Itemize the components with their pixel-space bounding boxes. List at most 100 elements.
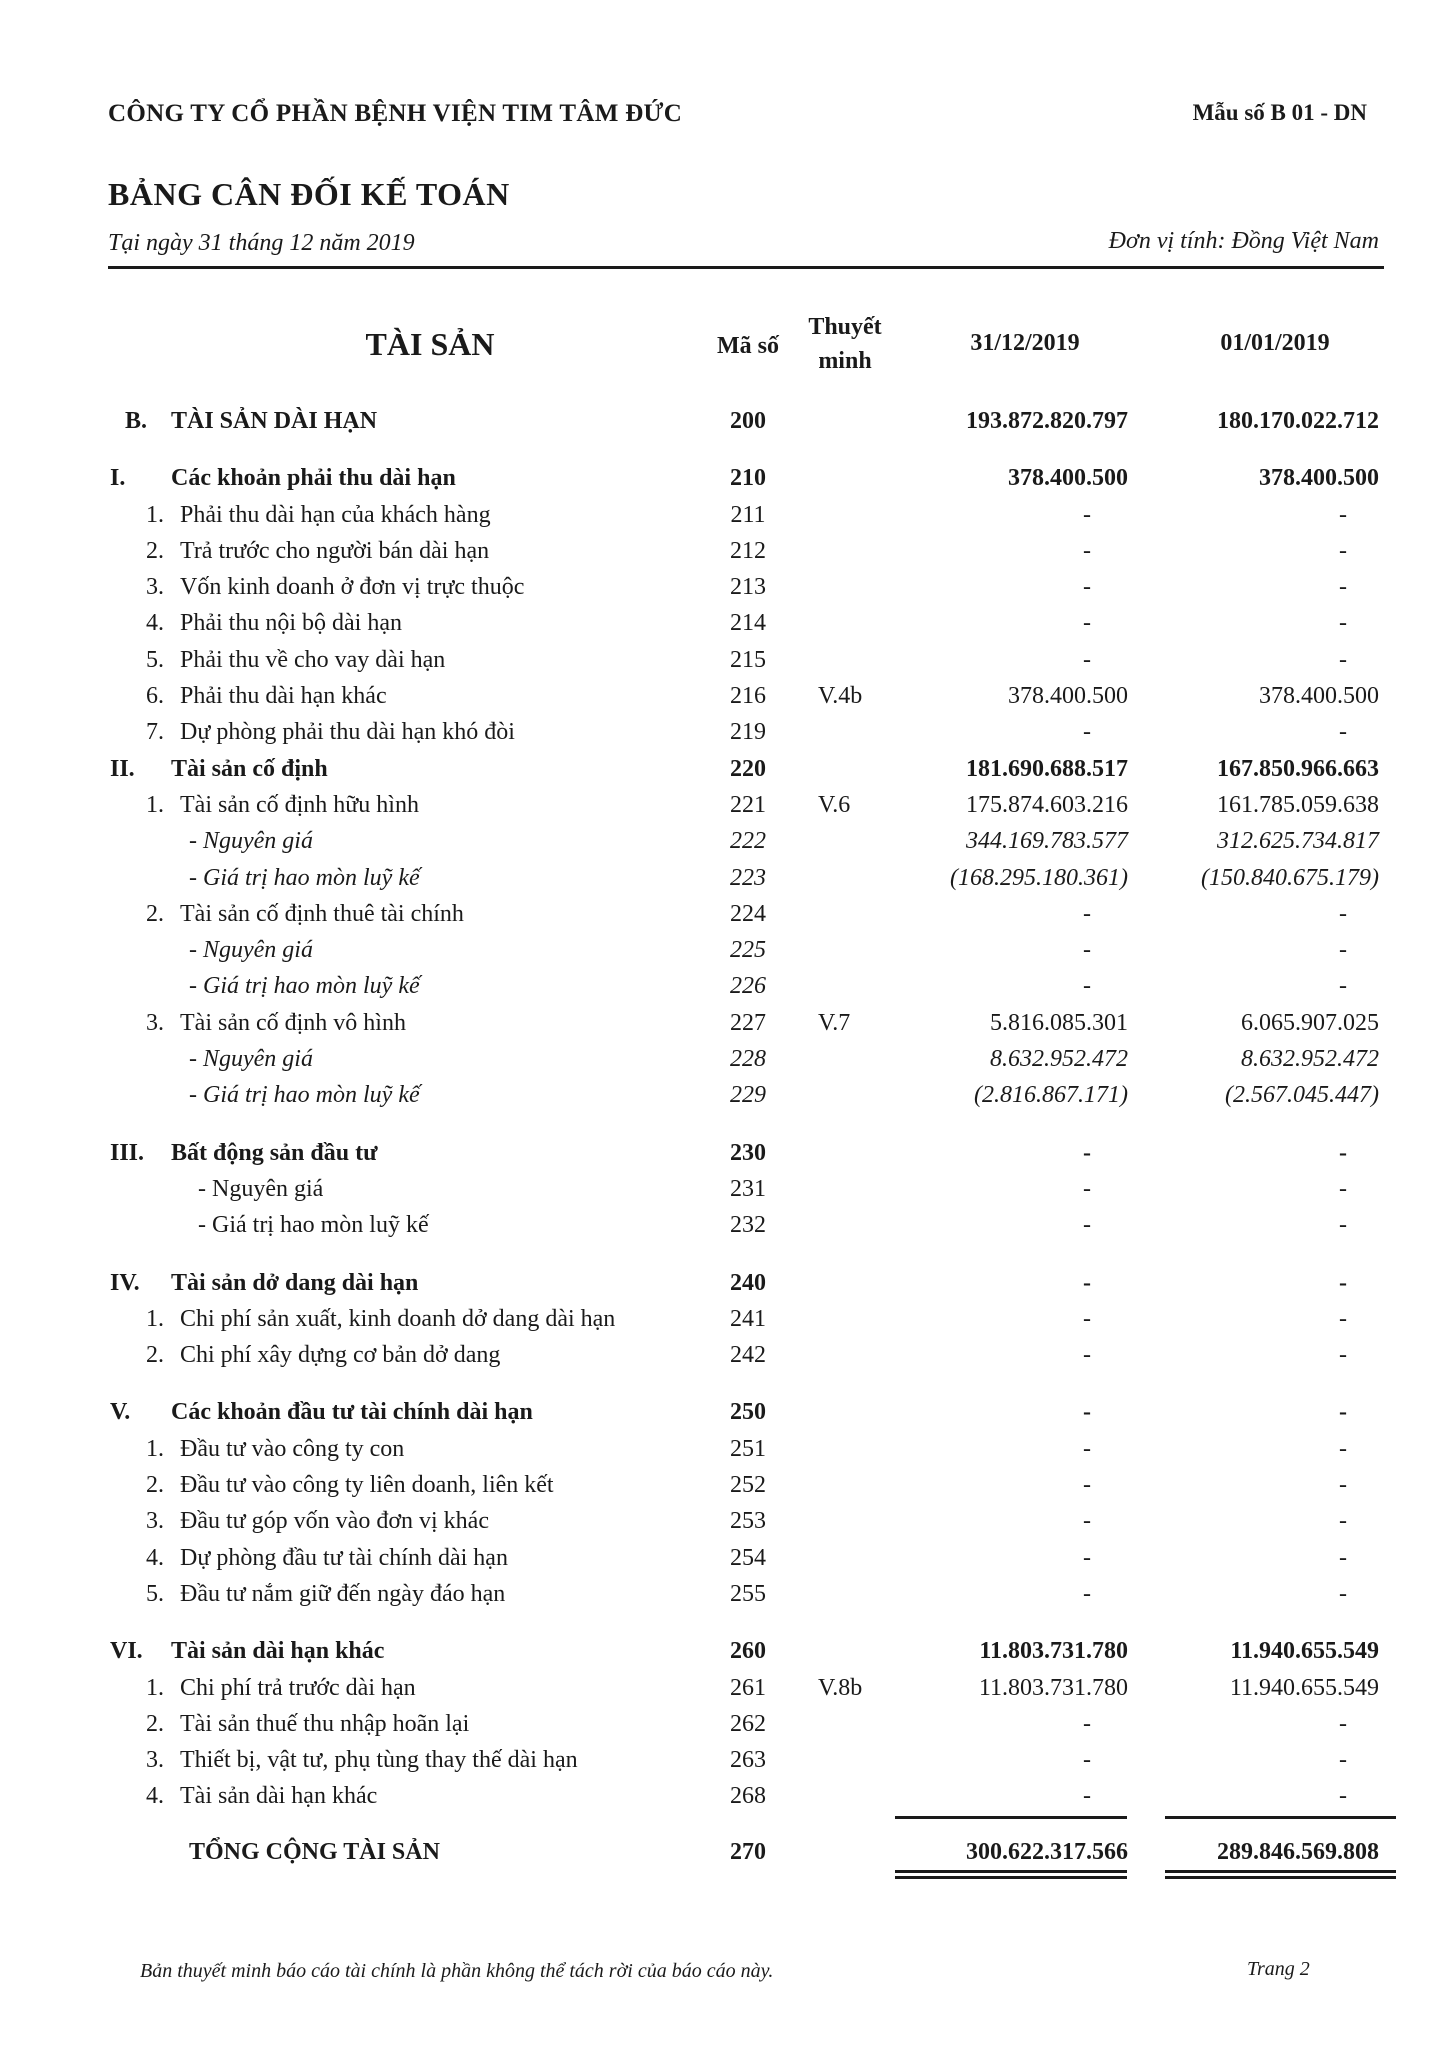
row-number: 7. <box>146 719 164 746</box>
column-header-note: Thuyết minh <box>808 314 882 374</box>
table-row: - Nguyên giá 222 344.169.783.577 312.625.73… <box>0 823 1449 859</box>
value-period-start: - <box>1339 1212 1347 1239</box>
table-row: 2. Đầu tư vào công ty liên doanh, liên kế… <box>0 1467 1449 1503</box>
value-period-end: - <box>1083 1508 1091 1535</box>
value-period-end: 378.400.500 <box>1008 683 1128 710</box>
value-period-end: - <box>1083 646 1091 673</box>
row-code: 231 <box>730 1175 766 1202</box>
row-code: 224 <box>730 900 766 927</box>
row-number: 2. <box>146 537 164 564</box>
value-period-end: 344.169.783.577 <box>966 828 1128 855</box>
column-header-asset: TÀI SẢN <box>365 326 495 362</box>
row-label: - Giá trị hao mòn luỹ kế <box>198 1212 429 1239</box>
table-row: 2. Tài sản cố định thuê tài chính 224 - - <box>0 896 1449 932</box>
row-label: - Nguyên giá <box>189 937 313 964</box>
row-label: Đầu tư góp vốn vào đơn vị khác <box>180 1508 489 1535</box>
table-row: 1. Đầu tư vào công ty con 251 - - <box>0 1431 1449 1467</box>
row-number: I. <box>110 465 126 492</box>
section-row: III. Bất động sản đầu tư 230 - - <box>0 1135 1449 1171</box>
value-period-end: - <box>1083 1305 1091 1332</box>
row-code: 254 <box>730 1544 766 1571</box>
row-label: Tài sản cố định vô hình <box>180 1009 406 1036</box>
section-row: II. Tài sản cố định 220 181.690.688.517 167.… <box>0 751 1449 787</box>
value-period-end: - <box>1083 1783 1091 1810</box>
row-code: 255 <box>730 1580 766 1607</box>
row-label: Tài sản cố định thuê tài chính <box>180 900 464 927</box>
row-number: 4. <box>146 1544 164 1571</box>
value-period-start: - <box>1339 1399 1347 1426</box>
value-period-start: 378.400.500 <box>1259 683 1379 710</box>
row-label: Tài sản cố định <box>171 755 328 782</box>
row-number: IV. <box>110 1269 140 1296</box>
company-name: CÔNG TY CỔ PHẦN BỆNH VIỆN TIM TÂM ĐỨC <box>108 100 683 127</box>
table-row: 3. Đầu tư góp vốn vào đơn vị khác 253 - - <box>0 1503 1449 1539</box>
section-row: VI. Tài sản dài hạn khác 260 11.803.731.780… <box>0 1633 1449 1669</box>
row-code: 211 <box>730 501 766 528</box>
value-period-end: - <box>1083 937 1091 964</box>
row-number: 3. <box>146 1747 164 1774</box>
row-code: 242 <box>730 1342 766 1369</box>
row-number: VI. <box>110 1638 143 1665</box>
total-double-underline <box>895 1870 1127 1873</box>
row-code: 221 <box>730 791 766 818</box>
section-row: IV. Tài sản dở dang dài hạn 240 - - <box>0 1265 1449 1301</box>
row-code: 260 <box>730 1638 766 1665</box>
total-double-underline <box>1165 1876 1396 1879</box>
row-label: - Giá trị hao mòn luỹ kế <box>189 1082 420 1109</box>
column-header-period-end: 31/12/2019 <box>970 330 1080 356</box>
row-label: Dự phòng đầu tư tài chính dài hạn <box>180 1544 508 1571</box>
row-number: B. <box>125 408 148 434</box>
row-code: 251 <box>730 1435 766 1462</box>
balance-sheet-table: B. TÀI SẢN DÀI HẠN 200 193.872.820.797 180.1… <box>0 403 1449 1879</box>
value-period-end: 8.632.952.472 <box>990 1046 1128 1073</box>
row-number: 1. <box>146 1674 164 1701</box>
row-number: 3. <box>146 574 164 601</box>
row-label: Dự phòng phải thu dài hạn khó đòi <box>180 719 515 746</box>
row-label: - Nguyên giá <box>198 1175 324 1202</box>
row-number: II. <box>110 755 135 782</box>
table-row: 4. Dự phòng đầu tư tài chính dài hạn 254 - - <box>0 1540 1449 1576</box>
row-number: 3. <box>146 1508 164 1535</box>
row-label: TÀI SẢN DÀI HẠN <box>171 408 378 434</box>
value-period-end: - <box>1083 537 1091 564</box>
table-row: - Nguyên giá 225 - - <box>0 932 1449 968</box>
row-number: V. <box>110 1399 131 1426</box>
value-period-start: - <box>1339 1580 1347 1607</box>
row-code: 262 <box>730 1710 766 1737</box>
value-period-end: - <box>1083 1175 1091 1202</box>
row-code: 200 <box>730 408 766 434</box>
value-period-end: 300.622.317.566 <box>966 1838 1128 1865</box>
footer-note: Bản thuyết minh báo cáo tài chính là phầ… <box>140 1960 774 1982</box>
table-row: 2. Chi phí xây dựng cơ bản dở dang 242 - - <box>0 1337 1449 1373</box>
row-label: Vốn kinh doanh ở đơn vị trực thuộc <box>180 574 525 601</box>
row-code: 215 <box>730 646 766 673</box>
value-period-start: 11.940.655.549 <box>1229 1674 1379 1701</box>
value-period-start: - <box>1339 1175 1347 1202</box>
value-period-end: - <box>1083 1544 1091 1571</box>
value-period-start: - <box>1339 1269 1347 1296</box>
value-period-end: - <box>1083 1710 1091 1737</box>
value-period-start: 312.625.734.817 <box>1217 828 1379 855</box>
value-period-end: 5.816.085.301 <box>990 1009 1128 1036</box>
row-code: 226 <box>730 973 766 1000</box>
row-label: - Giá trị hao mòn luỹ kế <box>189 864 420 891</box>
value-period-end: 378.400.500 <box>1008 465 1128 492</box>
total-row: TỔNG CỘNG TÀI SẢN 270 300.622.317.566 289.8… <box>0 1834 1449 1870</box>
row-label: Thiết bị, vật tư, phụ tùng thay thế dài … <box>180 1747 578 1774</box>
row-note: V.4b <box>818 683 863 710</box>
subtotal-underline <box>1165 1816 1396 1819</box>
row-number: 4. <box>146 1783 164 1810</box>
row-label: Chi phí trả trước dài hạn <box>180 1674 416 1701</box>
value-period-start: 289.846.569.808 <box>1217 1838 1379 1865</box>
row-code: 213 <box>730 574 766 601</box>
value-period-start: - <box>1339 937 1347 964</box>
row-code: 219 <box>730 719 766 746</box>
row-label: Đầu tư vào công ty liên doanh, liên kết <box>180 1472 554 1499</box>
value-period-start: - <box>1339 1508 1347 1535</box>
table-row: 4. Phải thu nội bộ dài hạn 214 - - <box>0 605 1449 641</box>
value-period-end: - <box>1083 1342 1091 1369</box>
table-row: 5. Đầu tư nắm giữ đến ngày đáo hạn 255 - - <box>0 1576 1449 1612</box>
value-period-end: (2.816.867.171) <box>974 1082 1128 1109</box>
row-code: 212 <box>730 537 766 564</box>
value-period-start: - <box>1339 1544 1347 1571</box>
